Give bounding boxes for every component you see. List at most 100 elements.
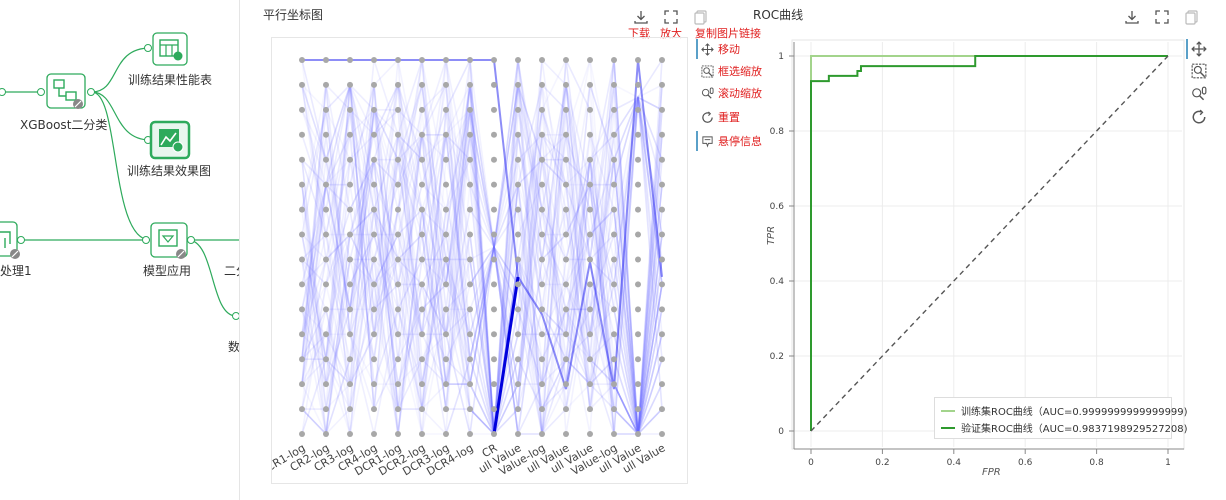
axis-dot [371,256,377,263]
axis-dot [347,81,353,88]
axis-dot [539,381,545,388]
tool-move[interactable]: 移动 [701,40,740,58]
tool-hover[interactable]: 悬停信息 [701,132,762,150]
axis-dot [587,281,593,288]
background-line [301,84,663,435]
perf-table-node-label: 训练结果性能表 [128,73,213,87]
axis-dot [635,131,641,138]
background-line [301,83,663,437]
axis-dot [443,306,449,313]
background-line [301,109,663,438]
workflow-canvas[interactable]: XGBoost二分类 训练结果性能表 训练结果效果图 模型应用 处理1 二分 数 [0,0,239,500]
roc-move-icon[interactable] [1191,41,1207,57]
axis-dot [443,106,449,113]
y-tick-label: 0.8 [770,127,785,137]
roc-fullscreen-icon[interactable] [1154,9,1170,25]
download-label[interactable]: 下载 [628,27,650,40]
roc-download-icon[interactable] [1124,9,1140,25]
model-apply-node[interactable] [150,222,188,259]
background-line [301,59,663,438]
axis-dot [611,306,617,313]
background-line [301,59,663,435]
axis-dot [635,106,641,113]
axis-dot [299,281,305,288]
roc-copy-icon[interactable] [1184,9,1200,25]
fullscreen-icon[interactable] [663,9,679,25]
parallel-chart-area[interactable]: CR1-log CR2-log CR3-log CR4-log DCR1-log DCR2… [264,37,688,484]
axis-dot [467,306,473,313]
y-tick-label: 0.4 [770,277,785,287]
tool-box-zoom[interactable]: 框选缩放 [701,62,762,80]
axis-dot [635,306,641,313]
axis-dot [659,181,665,188]
axis-dot [299,181,305,188]
axis-dot [419,381,425,388]
roc-chart-area[interactable]: 0 0.2 0.4 0.6 0.8 1 0 0.2 0.4 0.6 0.8 1 [760,37,1186,482]
perf-table-node[interactable] [152,32,188,66]
parallel-chart-title: 平行坐标图 [263,8,324,22]
background-line [301,59,663,436]
axis-dot [467,181,473,188]
roc-reset-icon[interactable] [1191,109,1207,125]
background-line [301,97,663,413]
axis-dot [419,131,425,138]
axis-dot [371,131,377,138]
background-line [301,84,663,435]
axis-dot [323,231,329,238]
background-line [301,84,663,436]
roc-wheel-zoom-icon[interactable] [1191,86,1207,102]
background-line [301,58,663,435]
axis-dot [467,57,473,63]
axis-dot [443,331,449,338]
axis-dot [563,356,569,363]
axis-dot [611,356,617,363]
preprocess-node[interactable] [0,221,20,259]
axis-dot [371,331,377,338]
tool-reset[interactable]: 重置 [701,108,740,126]
axis-dot [563,281,569,288]
background-line [302,84,663,437]
xgboost-node[interactable] [46,73,86,109]
axis-dot [539,206,545,213]
background-line [302,59,663,435]
axis-dot [491,381,497,388]
download-icon[interactable] [633,9,649,25]
axis-dot [515,406,521,413]
background-line [301,57,663,435]
zoom-label[interactable]: 放大 [660,27,682,40]
axis-dot [515,106,521,113]
background-line [301,59,663,438]
axis-dot [539,81,545,88]
axis-dot [395,381,401,388]
hover-info-icon [702,135,713,148]
axis-dot [611,106,617,113]
axis-dot [299,256,305,263]
background-line [301,56,663,435]
axis-dot [515,306,521,313]
axis-dot [635,431,641,437]
background-line [301,84,663,435]
axis-dot [659,431,665,437]
x-tick-label: 0.2 [875,458,889,468]
copy-link-label[interactable]: 复制图片链接 [695,27,761,40]
axis-dot [635,331,641,338]
axis-dot [659,306,665,313]
roc-box-zoom-icon[interactable] [1191,63,1207,79]
background-line [301,59,663,435]
axis-dot [467,281,473,288]
axis-dot [443,406,449,413]
copy-icon[interactable] [693,9,709,25]
background-line [301,109,663,435]
axis-dot [395,131,401,138]
axis-dot [347,206,353,213]
effect-chart-node[interactable] [149,120,191,160]
tool-wheel-zoom[interactable]: 滚动缩放 [701,84,762,102]
axis-dot [587,356,593,363]
axis-dot [611,206,617,213]
background-line [301,84,663,436]
axis-dot [659,331,665,338]
model-apply-node-label: 模型应用 [143,264,192,278]
axis-dot [443,81,449,88]
axis-dot [347,106,353,113]
axis-dot [467,81,473,88]
